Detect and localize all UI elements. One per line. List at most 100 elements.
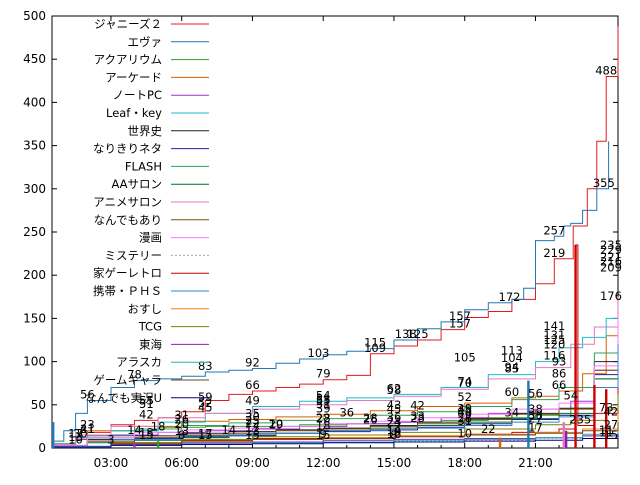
y-tick-label: 0 bbox=[38, 441, 46, 455]
data-label: 20 bbox=[269, 417, 284, 431]
legend-label: 世界史 bbox=[128, 124, 163, 138]
data-label: 45 bbox=[387, 402, 402, 416]
data-label: 11 bbox=[599, 425, 614, 439]
series-line bbox=[52, 301, 619, 445]
data-label: 25 bbox=[245, 413, 260, 427]
data-label: 21 bbox=[80, 422, 95, 436]
data-label: 115 bbox=[364, 336, 386, 350]
data-label: 66 bbox=[552, 378, 567, 392]
data-label: 41 bbox=[80, 422, 95, 436]
data-label: 28 bbox=[316, 411, 331, 425]
legend-label: なんでも実況U bbox=[85, 391, 162, 405]
y-tick-label: 150 bbox=[23, 311, 46, 325]
data-label: 56 bbox=[528, 387, 543, 401]
x-tick-label: 15:00 bbox=[377, 456, 412, 470]
legend-label: アニメサロン bbox=[93, 195, 162, 209]
data-label: 23 bbox=[80, 418, 95, 432]
x-tick-label: 21:00 bbox=[518, 456, 553, 470]
data-label: 54 bbox=[564, 388, 579, 402]
y-tick-label: 300 bbox=[23, 182, 46, 196]
data-label: 488 bbox=[595, 63, 617, 77]
data-label: 27 bbox=[528, 412, 543, 426]
series-line bbox=[52, 309, 619, 446]
legend-label: FLASH bbox=[125, 159, 162, 173]
legend-label: なんでもあり bbox=[94, 213, 162, 227]
data-label: 38 bbox=[528, 402, 543, 416]
data-label: 26 bbox=[363, 413, 378, 427]
data-label: 74 bbox=[457, 375, 472, 389]
data-label: 53 bbox=[316, 392, 331, 406]
data-label: 125 bbox=[543, 333, 565, 347]
data-label: 125 bbox=[407, 327, 429, 341]
data-label: 18 bbox=[151, 419, 166, 433]
data-label: 103 bbox=[308, 346, 330, 360]
data-label: 39 bbox=[316, 401, 331, 415]
data-label: 131 bbox=[543, 328, 565, 342]
data-label: 120 bbox=[543, 337, 565, 351]
data-label: 31 bbox=[174, 408, 189, 422]
data-label: 83 bbox=[198, 359, 213, 373]
data-label: 229 bbox=[600, 243, 622, 257]
spike-mark bbox=[574, 244, 577, 448]
data-label: 172 bbox=[499, 290, 521, 304]
data-label: 58 bbox=[387, 383, 402, 397]
spike-mark bbox=[527, 380, 530, 448]
legend-label: 東海 bbox=[139, 337, 162, 351]
spike-mark bbox=[498, 437, 502, 448]
legend-label: アクアリウム bbox=[94, 53, 162, 67]
data-label: 11 bbox=[599, 423, 614, 437]
data-label: 31 bbox=[457, 414, 472, 428]
legend-label: ジャニーズ２ bbox=[94, 17, 162, 31]
spike-mark bbox=[564, 430, 568, 448]
data-label: 38 bbox=[528, 408, 543, 422]
legend-label: ノートPC bbox=[113, 88, 162, 102]
series-line bbox=[52, 344, 619, 447]
data-label: 15 bbox=[139, 428, 154, 442]
data-label: 15 bbox=[316, 428, 331, 442]
data-label: 28 bbox=[457, 411, 472, 425]
data-label: 8 bbox=[390, 428, 397, 442]
data-label: 60 bbox=[505, 385, 520, 399]
data-label: 43 bbox=[387, 398, 402, 412]
data-label: 33 bbox=[410, 409, 425, 423]
data-label: 109 bbox=[364, 341, 386, 355]
data-label: 9 bbox=[320, 427, 327, 441]
data-label: 45 bbox=[198, 400, 213, 414]
y-tick-label: 250 bbox=[23, 225, 46, 239]
data-label: 15 bbox=[198, 428, 213, 442]
spike-mark bbox=[562, 422, 565, 448]
data-label: 52 bbox=[457, 390, 472, 404]
data-label: 40 bbox=[457, 405, 472, 419]
series-line bbox=[52, 318, 619, 446]
legend-label: 漫画 bbox=[139, 231, 162, 245]
spike-mark bbox=[156, 441, 160, 448]
data-label: 157 bbox=[449, 309, 471, 323]
legend-label: AAサロン bbox=[111, 177, 162, 191]
data-label: 14 bbox=[127, 423, 142, 437]
data-label: 209 bbox=[600, 260, 622, 274]
data-label: 42 bbox=[139, 407, 154, 421]
data-label: 105 bbox=[454, 350, 476, 364]
data-label: 19 bbox=[269, 418, 284, 432]
legend-label: TCG bbox=[138, 320, 162, 334]
data-label: 216 bbox=[600, 254, 622, 268]
data-label: 42 bbox=[604, 405, 619, 419]
y-tick-label: 500 bbox=[23, 9, 46, 23]
y-tick-label: 50 bbox=[31, 398, 46, 412]
data-label: 92 bbox=[245, 356, 260, 370]
data-label: 23 bbox=[387, 415, 402, 429]
data-label: 36 bbox=[387, 410, 402, 424]
data-label: 13 bbox=[68, 430, 83, 444]
data-label: 45 bbox=[457, 402, 472, 416]
data-label: 55 bbox=[139, 393, 154, 407]
data-label: 93 bbox=[552, 355, 567, 369]
data-label: 28 bbox=[410, 411, 425, 425]
data-label: 73 bbox=[599, 400, 614, 414]
series-group bbox=[51, 26, 619, 448]
legend-label: おすし bbox=[128, 302, 163, 316]
spike-mark bbox=[605, 389, 608, 448]
data-label: 17 bbox=[68, 426, 83, 440]
data-label: 20 bbox=[174, 417, 189, 431]
